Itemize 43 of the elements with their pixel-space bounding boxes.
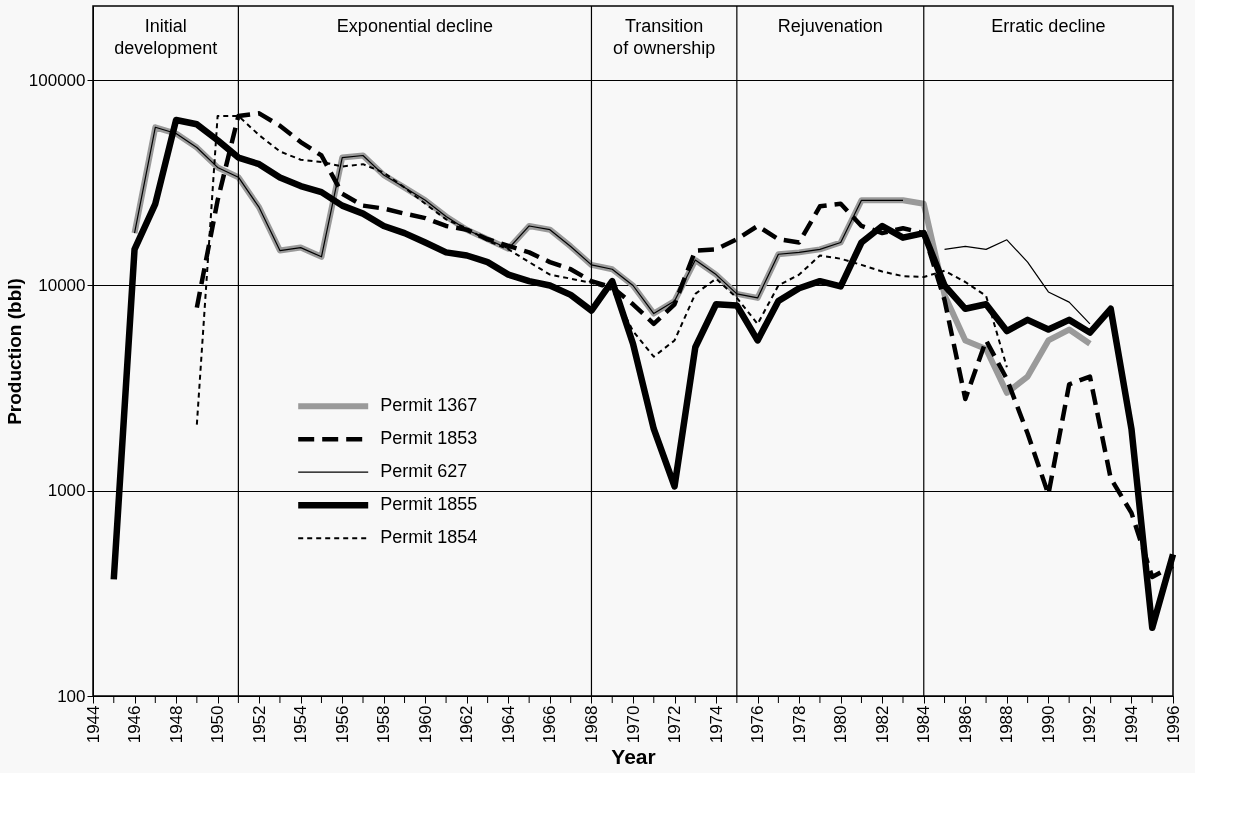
x-tick-label: 1972 [665,705,685,744]
y-tick-label: 100000 [28,70,86,90]
x-tick-label: 1992 [1080,705,1100,744]
y-tick-label: 1000 [47,481,86,501]
x-tick-label: 1962 [457,705,477,744]
x-tick-label: 1994 [1121,705,1141,744]
legend-label: Permit 1855 [380,494,478,515]
annotation: Transition of ownership [613,16,716,58]
x-tick-label: 1944 [83,705,103,744]
annotation: Exponential decline [336,16,493,36]
x-tick-label: 1970 [623,705,643,744]
x-tick-label: 1984 [914,705,934,744]
x-tick-label: 1954 [291,705,311,744]
x-tick-label: 1982 [872,705,892,744]
x-tick-label: 1974 [706,705,726,744]
x-tick-label: 1988 [997,705,1017,744]
x-tick-label: 1964 [498,705,518,744]
legend-label: Permit 1854 [380,527,478,548]
x-tick-label: 1976 [748,705,768,744]
x-tick-label: 1990 [1038,705,1058,744]
annotation: Initial development [114,16,218,58]
annotation: Rejuvenation [777,16,883,36]
x-tick-label: 1996 [1163,705,1183,744]
y-axis-title: Production (bbl) [3,278,25,425]
x-tick-label: 1956 [332,705,352,744]
legend-label: Permit 1853 [380,428,478,449]
x-tick-label: 1950 [208,705,228,744]
x-tick-label: 1978 [789,705,809,744]
annotation: Erratic decline [991,16,1106,36]
x-axis-title: Year [611,745,656,769]
x-tick-label: 1946 [125,705,145,744]
x-tick-label: 1986 [955,705,975,744]
x-tick-label: 1952 [249,705,269,744]
x-tick-label: 1968 [581,705,601,744]
y-tick-label: 10000 [38,276,86,295]
x-tick-label: 1958 [374,705,394,744]
x-tick-label: 1960 [415,705,435,744]
x-tick-label: 1966 [540,705,560,744]
x-tick-label: 1980 [831,705,851,744]
x-tick-label: 1948 [166,705,186,744]
legend-label: Permit 627 [380,461,468,482]
legend-label: Permit 1367 [380,395,478,416]
y-tick-label: 100 [57,686,86,706]
